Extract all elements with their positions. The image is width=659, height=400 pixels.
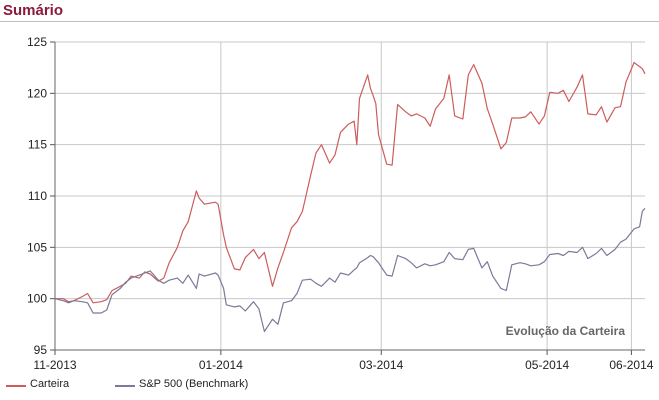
x-tick-label: 06-2014 (609, 358, 653, 372)
page-title: Sumário (3, 2, 64, 19)
y-tick-label: 125 (27, 35, 47, 49)
y-tick-label: 105 (27, 240, 47, 254)
y-tick-label: 100 (27, 292, 47, 306)
y-tick-label: 115 (28, 138, 47, 152)
chart-annotation: Evolução da Carteira (506, 324, 626, 338)
y-tick-label: 120 (27, 86, 47, 100)
legend-swatch-benchmark (115, 385, 135, 387)
series-line-carteira (55, 61, 646, 304)
legend-label-benchmark: S&P 500 (Benchmark) (139, 378, 249, 390)
x-tick-label: 05-2014 (525, 358, 569, 372)
legend-label-carteira: Carteira (30, 378, 70, 390)
series-line-benchmark (54, 207, 646, 333)
summary-header: Sumário (0, 0, 659, 22)
x-tick-label: 01-2014 (199, 358, 243, 372)
y-tick-label: 110 (28, 189, 47, 203)
x-tick-label: 11-2013 (33, 358, 76, 372)
x-tick-label: 03-2014 (359, 358, 403, 372)
legend-swatch-carteira (6, 385, 26, 387)
y-tick-label: 95 (34, 343, 48, 357)
